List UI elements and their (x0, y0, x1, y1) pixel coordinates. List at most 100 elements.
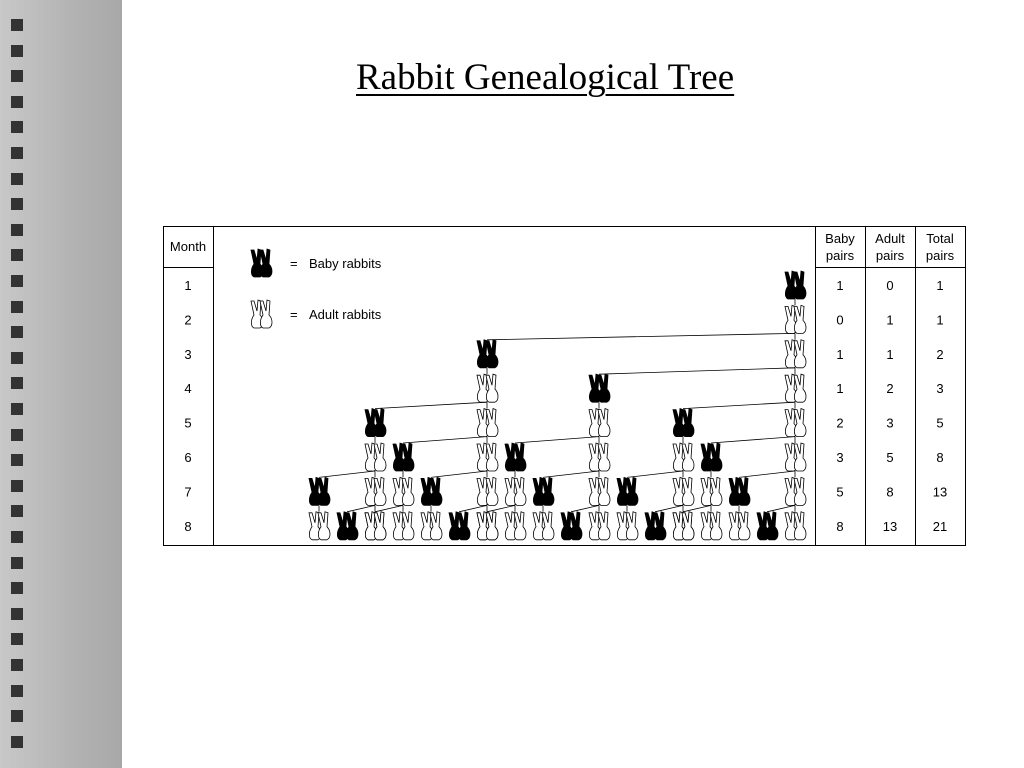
adult-rabbit-pair-icon (784, 339, 807, 369)
tree-link (626, 470, 684, 478)
baby-rabbit-pair-icon (308, 476, 331, 506)
baby-pairs-header-line1: Baby (825, 231, 855, 246)
month-cell: 7 (184, 484, 191, 499)
sidebar-square (11, 428, 23, 441)
sidebar-square (11, 710, 23, 723)
adult-rabbit-pair-icon (784, 511, 807, 541)
sidebar-square (11, 377, 23, 390)
adult-rabbit-pair-icon (476, 476, 499, 506)
baby-rabbit-pair-icon (560, 511, 583, 541)
adult-rabbit-pair-icon (364, 476, 387, 506)
total-pairs-cell: 1 (936, 312, 943, 327)
baby-pairs-cell: 8 (836, 519, 843, 534)
adult-pairs-cell: 1 (886, 347, 893, 362)
adult-pairs-cell: 5 (886, 450, 893, 465)
sidebar-square (11, 351, 23, 364)
tree-link (430, 470, 488, 478)
sidebar-square (11, 300, 23, 313)
adult-rabbit-pair-icon (504, 511, 527, 541)
adult-rabbit-pair-icon (364, 511, 387, 541)
adult-rabbit-pair-icon (700, 511, 723, 541)
baby-rabbit-pair-icon (728, 476, 751, 506)
sidebar-square (11, 19, 23, 31)
adult-rabbit-pair-icon (532, 511, 555, 541)
tree-link (486, 505, 516, 513)
sidebar-square (11, 403, 23, 415)
tree-link (682, 505, 712, 513)
baby-rabbit-pair-icon (756, 511, 779, 541)
baby-pairs-cell: 1 (836, 381, 843, 396)
adult-rabbit-pair-icon (476, 442, 499, 472)
month-header: Month (170, 239, 206, 254)
legend-baby-label: Baby rabbits (309, 256, 382, 271)
adult-rabbit-pair-icon (392, 511, 415, 541)
total-pairs-cell: 13 (933, 484, 947, 499)
adult-rabbit-pair-icon (588, 511, 611, 541)
adult-rabbit-pair-icon (672, 476, 695, 506)
sidebar-square (11, 275, 23, 287)
sidebar-square (11, 326, 23, 339)
baby-rabbit-pair-icon (532, 476, 555, 506)
sidebar-square (11, 633, 23, 646)
adult-rabbit-pair-icon (476, 408, 499, 438)
month-cell: 2 (184, 312, 191, 327)
sidebar-square (11, 223, 23, 236)
adult-rabbit-pair-icon (728, 511, 751, 541)
adult-rabbit-pair-icon (784, 408, 807, 438)
adult-rabbit-pair-icon (672, 442, 695, 472)
month-cell: 6 (184, 450, 191, 465)
adult-rabbit-pair-icon (700, 476, 723, 506)
tree-link (346, 505, 376, 513)
tree-link (766, 505, 796, 513)
baby-rabbit-pair-icon (616, 476, 639, 506)
adult-pairs-header-line2: pairs (876, 248, 905, 263)
sidebar-square (11, 659, 23, 671)
adult-rabbit-pair-icon (476, 511, 499, 541)
baby-pairs-cell: 3 (836, 450, 843, 465)
tree-link (598, 367, 796, 375)
total-pairs-header-line2: pairs (926, 248, 955, 263)
sidebar-square (11, 198, 23, 211)
tree-link (542, 470, 600, 478)
sidebar-square (11, 249, 23, 262)
tree-link (374, 505, 404, 513)
month-cell: 3 (184, 347, 191, 362)
baby-rabbit-pair-icon (644, 511, 667, 541)
adult-pairs-cell: 2 (886, 381, 893, 396)
baby-pairs-header-line2: pairs (826, 248, 855, 263)
baby-pairs-cell: 0 (836, 312, 843, 327)
adult-pairs-cell: 1 (886, 312, 893, 327)
month-cell: 1 (184, 278, 191, 293)
sidebar-square (11, 735, 23, 748)
tree-link (458, 505, 488, 513)
tree-link (514, 436, 600, 444)
tree-link (710, 436, 796, 444)
total-pairs-cell: 5 (936, 416, 943, 431)
adult-rabbit-pair-icon (364, 442, 387, 472)
adult-rabbit-pair-icon (784, 304, 807, 334)
adult-pairs-cell: 0 (886, 278, 893, 293)
sidebar-square (11, 121, 23, 134)
tree-link (486, 333, 796, 341)
baby-rabbit-pair-icon (392, 442, 415, 472)
tree-link (654, 505, 684, 513)
tree-link (318, 470, 376, 478)
sidebar-square (11, 684, 23, 697)
adult-rabbit-pair-icon (476, 373, 499, 403)
total-pairs-cell: 8 (936, 450, 943, 465)
sidebar-square (11, 531, 23, 543)
sidebar-square (11, 607, 23, 620)
baby-rabbit-pair-icon (476, 339, 499, 369)
baby-rabbit-pair-icon (364, 408, 387, 438)
baby-rabbit-pair-icon (448, 511, 471, 541)
adult-rabbit-pair-icon (616, 511, 639, 541)
baby-rabbit-pair-icon (504, 442, 527, 472)
adult-rabbit-pair-icon (672, 511, 695, 541)
total-pairs-cell: 1 (936, 278, 943, 293)
adult-rabbit-pair-icon (420, 511, 443, 541)
sidebar-square (11, 172, 23, 185)
baby-rabbit-legend-icon (250, 248, 273, 278)
baby-rabbit-pair-icon (700, 442, 723, 472)
sidebar-square (11, 582, 23, 595)
adult-pairs-cell: 3 (886, 416, 893, 431)
